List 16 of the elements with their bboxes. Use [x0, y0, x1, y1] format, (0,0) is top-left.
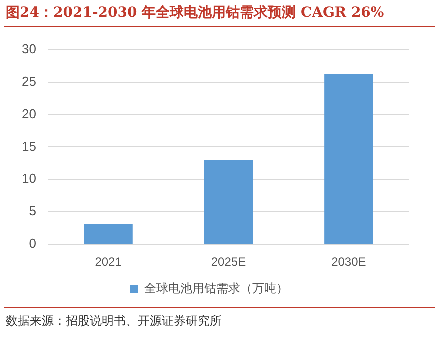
y-tick-label: 10: [22, 171, 36, 186]
bar: [84, 224, 133, 244]
y-tick-label: 30: [22, 41, 36, 56]
y-tick-label: 5: [29, 204, 36, 219]
y-tick-label: 15: [22, 138, 36, 154]
y-tick-label: 0: [29, 236, 36, 252]
x-tick-label: 2025E: [211, 255, 246, 270]
x-tick-label: 2030E: [332, 255, 366, 270]
y-tick-label: 25: [22, 74, 36, 89]
bar: [324, 74, 374, 244]
bar: [204, 160, 254, 244]
y-tick-label: 20: [22, 106, 36, 122]
x-tick-label: 2021: [95, 255, 122, 270]
chart-title: 图24：2021-2030 年全球电池用钴需求预测 CAGR 26%: [6, 4, 384, 22]
legend-label: 全球电池用钴需求（万吨）: [144, 281, 288, 296]
source-note: 数据来源：招股说明书、开源证券研究所: [6, 313, 222, 330]
